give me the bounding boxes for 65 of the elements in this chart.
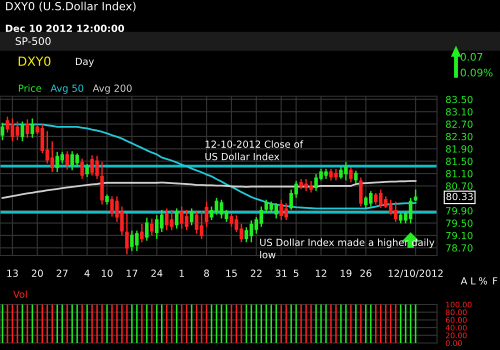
x-tick-label: 10 <box>102 270 113 277</box>
candlestick <box>174 208 178 229</box>
y-tick-label: 79.50 <box>446 220 473 227</box>
text: F <box>493 277 498 284</box>
x-tick-label: 19 <box>340 270 352 277</box>
chart-subtitle: Dec 10 2012 12:00:00 <box>6 24 124 32</box>
x-tick-label: 20 <box>32 270 43 277</box>
candlestick <box>85 164 89 178</box>
x-tick-label: 31 <box>276 270 286 277</box>
x-tick-label: 12 <box>316 270 326 277</box>
text: 0.09% <box>460 68 493 77</box>
candlestick <box>414 190 418 202</box>
y-tick-label: 79.90 <box>446 207 473 214</box>
candlestick <box>349 167 353 182</box>
text: Day <box>76 58 94 68</box>
y-tick-label: 81.50 <box>446 158 473 166</box>
candlestick <box>145 218 149 241</box>
x-tick-label: 8 <box>204 270 209 277</box>
x-tick-label: 17 <box>126 270 138 277</box>
text: A <box>460 277 468 284</box>
x-tick-label: 5 <box>294 270 298 277</box>
text: Price <box>18 84 42 92</box>
candlestick <box>20 122 24 142</box>
y-tick-label: 83.10 <box>446 108 473 116</box>
y-tick-label: 83.50 <box>446 96 473 104</box>
x-tick-label: 24 <box>151 270 162 277</box>
y-tick-label: 80.70 <box>446 182 473 190</box>
candlestick <box>80 158 84 179</box>
x-tick-label: 15 <box>226 270 237 277</box>
annotation: 12-10-2012 Close of US Dollar Index <box>205 140 304 160</box>
y-tick-label: 82.30 <box>446 132 473 140</box>
candlestick <box>204 202 208 227</box>
chart-title: Vol <box>13 290 27 298</box>
text: Avg 200 <box>92 84 132 94</box>
text: DXY0 <box>18 56 50 66</box>
text: % <box>478 277 488 285</box>
x-tick-label: 4 <box>84 270 90 277</box>
candlestick <box>359 178 363 206</box>
text: L <box>471 277 476 284</box>
candlestick <box>0 122 4 140</box>
x-tick-label: 12/10/2012 <box>388 270 443 278</box>
y-tick-label: 81.10 <box>446 170 473 178</box>
x-tick-label: 13 <box>7 270 18 277</box>
candlestick <box>150 218 154 236</box>
chart-title: DXY0 (U.S.Dollar Index) <box>6 2 136 12</box>
text: 80.33 <box>446 192 473 200</box>
candlestick <box>125 213 129 254</box>
text: 0.07 <box>460 52 482 61</box>
candlestick <box>140 224 144 242</box>
candlestick <box>65 151 69 170</box>
candlestick <box>100 162 104 205</box>
candlestick <box>190 208 194 226</box>
text: SP-500 <box>16 37 51 46</box>
y-tick-label: 78.70 <box>446 244 473 252</box>
x-tick-label: 22 <box>250 270 262 277</box>
candlestick <box>354 170 358 184</box>
y-tick-label: 79.10 <box>446 232 473 240</box>
candlestick <box>26 119 30 138</box>
y-tick-label: 81.90 <box>446 145 473 153</box>
x-tick-label: 1 <box>180 270 184 277</box>
candlestick <box>30 118 34 138</box>
x-tick-label: 27 <box>56 270 68 277</box>
x-tick-label: 26 <box>360 270 372 277</box>
text: Avg 50 <box>50 84 84 94</box>
y-tick-label: 82.70 <box>446 120 473 128</box>
